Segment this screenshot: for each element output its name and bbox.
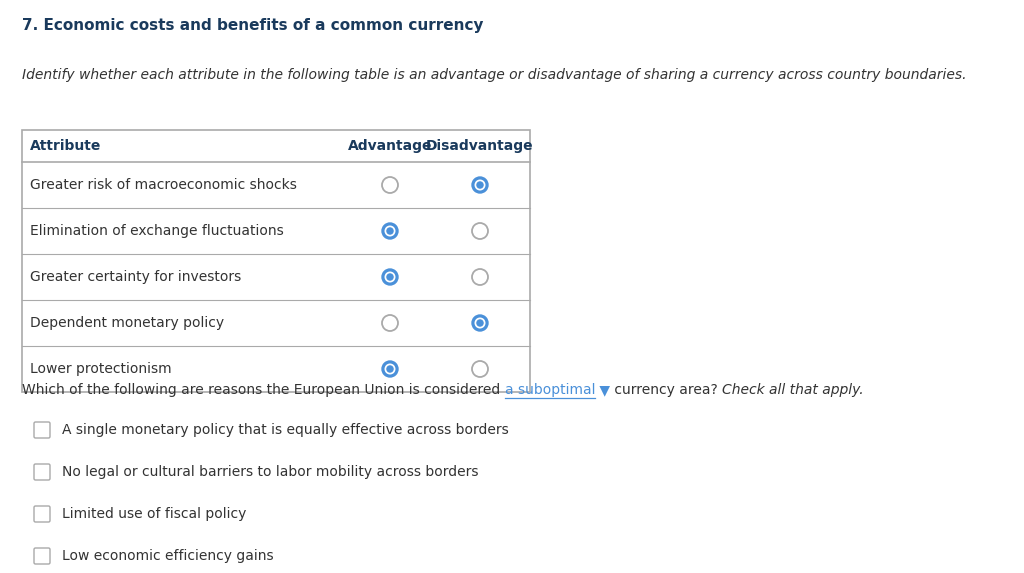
- Text: Greater risk of macroeconomic shocks: Greater risk of macroeconomic shocks: [30, 178, 297, 192]
- Text: Check all that apply.: Check all that apply.: [722, 383, 864, 397]
- Text: No legal or cultural barriers to labor mobility across borders: No legal or cultural barriers to labor m…: [62, 465, 478, 479]
- Circle shape: [472, 315, 488, 331]
- Circle shape: [387, 274, 393, 280]
- Text: Low economic efficiency gains: Low economic efficiency gains: [62, 549, 273, 563]
- Circle shape: [477, 182, 483, 188]
- Circle shape: [387, 228, 393, 234]
- FancyBboxPatch shape: [34, 548, 50, 564]
- Text: Which of the following are reasons the European Union is considered: Which of the following are reasons the E…: [22, 383, 505, 397]
- Text: Limited use of fiscal policy: Limited use of fiscal policy: [62, 507, 247, 521]
- Text: Attribute: Attribute: [30, 139, 101, 153]
- Circle shape: [382, 361, 398, 377]
- FancyBboxPatch shape: [34, 506, 50, 522]
- Text: currency area?: currency area?: [610, 383, 722, 397]
- Circle shape: [477, 320, 483, 326]
- Bar: [22, 130, 530, 392]
- Circle shape: [387, 366, 393, 372]
- Text: 7. Economic costs and benefits of a common currency: 7. Economic costs and benefits of a comm…: [22, 18, 483, 33]
- Text: a suboptimal: a suboptimal: [505, 383, 595, 397]
- FancyBboxPatch shape: [34, 422, 50, 438]
- Text: Disadvantage: Disadvantage: [426, 139, 534, 153]
- Text: Lower protectionism: Lower protectionism: [30, 362, 172, 376]
- Text: Advantage: Advantage: [348, 139, 432, 153]
- Circle shape: [382, 223, 398, 239]
- Circle shape: [475, 180, 484, 190]
- Text: Greater certainty for investors: Greater certainty for investors: [30, 270, 242, 284]
- Circle shape: [472, 177, 488, 193]
- FancyBboxPatch shape: [34, 464, 50, 480]
- Text: A single monetary policy that is equally effective across borders: A single monetary policy that is equally…: [62, 423, 509, 437]
- Circle shape: [385, 226, 395, 236]
- Circle shape: [382, 269, 398, 285]
- Circle shape: [475, 318, 484, 328]
- Text: Elimination of exchange fluctuations: Elimination of exchange fluctuations: [30, 224, 284, 238]
- Text: ▼: ▼: [595, 383, 610, 397]
- Circle shape: [385, 272, 395, 282]
- Text: Identify whether each attribute in the following table is an advantage or disadv: Identify whether each attribute in the f…: [22, 68, 967, 82]
- Text: Dependent monetary policy: Dependent monetary policy: [30, 316, 224, 330]
- Circle shape: [385, 364, 395, 374]
